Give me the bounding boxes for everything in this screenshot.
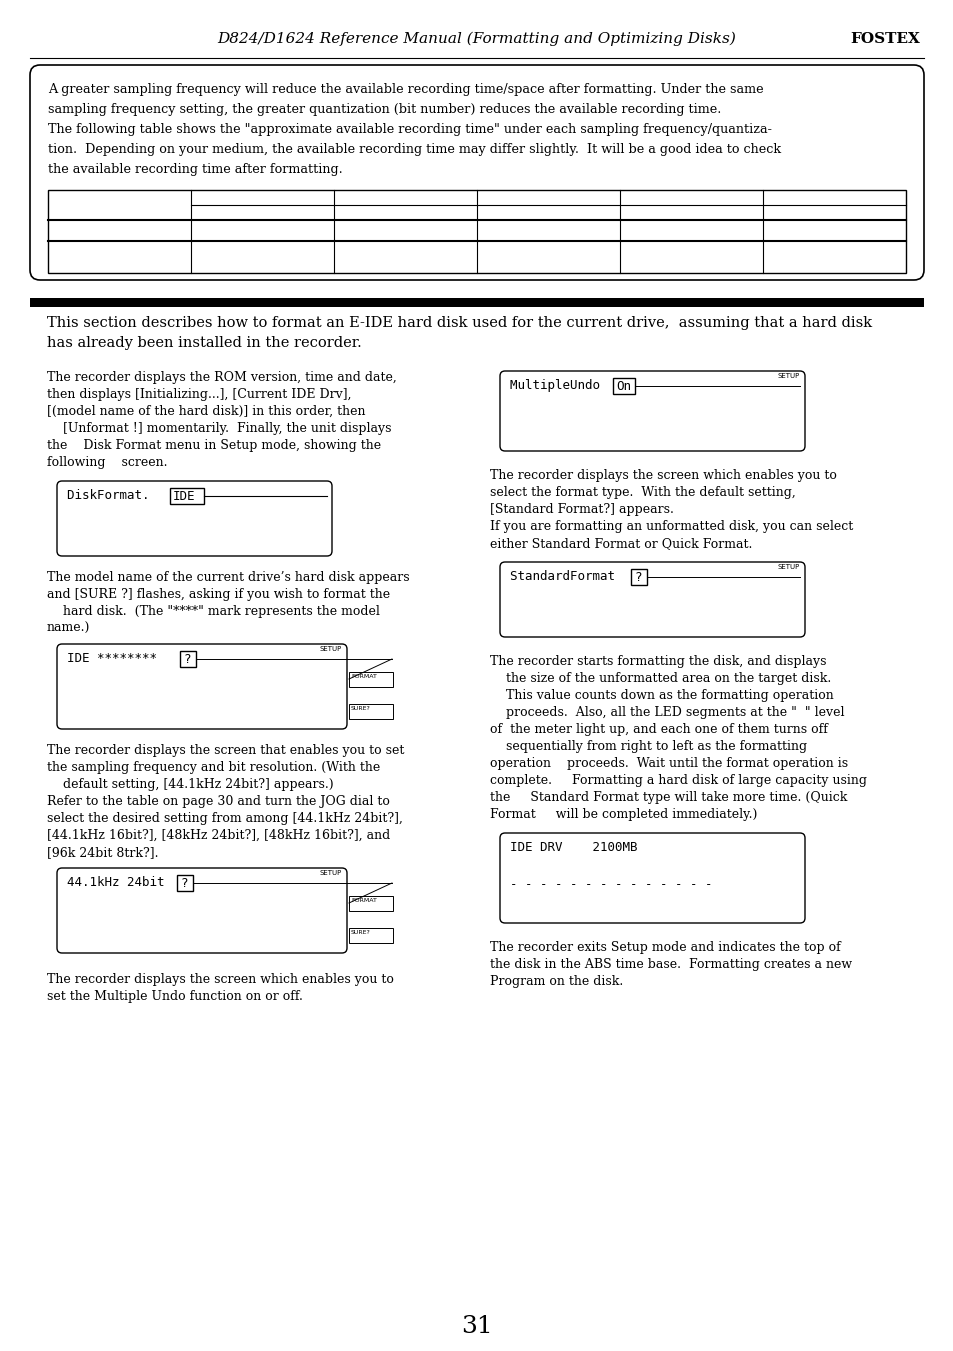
Bar bbox=[349, 704, 393, 719]
Text: select the desired setting from among [44.1kHz 24bit?],: select the desired setting from among [4… bbox=[47, 812, 402, 825]
Text: the size of the unformatted area on the target disk.: the size of the unformatted area on the … bbox=[490, 671, 830, 685]
Text: The recorder displays the ROM version, time and date,: The recorder displays the ROM version, t… bbox=[47, 372, 396, 384]
Text: The recorder starts formatting the disk, and displays: The recorder starts formatting the disk,… bbox=[490, 655, 825, 667]
Text: Program on the disk.: Program on the disk. bbox=[490, 975, 622, 988]
Text: 31: 31 bbox=[460, 1315, 493, 1337]
Text: Format     will be completed immediately.): Format will be completed immediately.) bbox=[490, 808, 757, 821]
FancyBboxPatch shape bbox=[499, 562, 804, 638]
Text: - - - - - - - - - - - - - -: - - - - - - - - - - - - - - bbox=[510, 878, 712, 892]
Text: ?: ? bbox=[183, 653, 191, 666]
Bar bbox=[48, 190, 905, 273]
Text: The recorder displays the screen that enables you to set: The recorder displays the screen that en… bbox=[47, 744, 404, 757]
Bar bbox=[177, 875, 193, 892]
Text: The recorder displays the screen which enables you to: The recorder displays the screen which e… bbox=[47, 973, 394, 986]
Bar bbox=[170, 488, 204, 504]
Text: [96k 24bit 8trk?].: [96k 24bit 8trk?]. bbox=[47, 846, 158, 859]
Bar bbox=[349, 928, 393, 943]
Text: The model name of the current drive’s hard disk appears: The model name of the current drive’s ha… bbox=[47, 571, 409, 584]
Text: FOSTEX: FOSTEX bbox=[849, 32, 919, 46]
Text: SURE?: SURE? bbox=[351, 929, 371, 935]
Text: SURE?: SURE? bbox=[351, 707, 371, 711]
Bar bbox=[349, 896, 393, 911]
Text: either Standard Format or Quick Format.: either Standard Format or Quick Format. bbox=[490, 536, 752, 550]
Text: hard disk.  (The "****" mark represents the model: hard disk. (The "****" mark represents t… bbox=[47, 605, 379, 617]
FancyBboxPatch shape bbox=[57, 481, 332, 557]
FancyBboxPatch shape bbox=[57, 867, 347, 952]
Text: The recorder exits Setup mode and indicates the top of: The recorder exits Setup mode and indica… bbox=[490, 942, 840, 954]
FancyBboxPatch shape bbox=[499, 372, 804, 451]
Text: operation    proceeds.  Wait until the format operation is: operation proceeds. Wait until the forma… bbox=[490, 757, 847, 770]
Text: the    Disk Format menu in Setup mode, showing the: the Disk Format menu in Setup mode, show… bbox=[47, 439, 381, 453]
Text: IDE: IDE bbox=[172, 490, 195, 503]
Text: and [SURE ?] flashes, asking if you wish to format the: and [SURE ?] flashes, asking if you wish… bbox=[47, 588, 390, 601]
Text: The recorder displays the screen which enables you to: The recorder displays the screen which e… bbox=[490, 469, 836, 482]
Text: select the format type.  With the default setting,: select the format type. With the default… bbox=[490, 486, 795, 499]
Text: then displays [Initializing...], [Current IDE Drv],: then displays [Initializing...], [Curren… bbox=[47, 388, 351, 401]
Text: If you are formatting an unformatted disk, you can select: If you are formatting an unformatted dis… bbox=[490, 520, 852, 534]
Text: the disk in the ABS time base.  Formatting creates a new: the disk in the ABS time base. Formattin… bbox=[490, 958, 851, 971]
Text: [Unformat !] momentarily.  Finally, the unit displays: [Unformat !] momentarily. Finally, the u… bbox=[47, 422, 391, 435]
Text: Refer to the table on page 30 and turn the JOG dial to: Refer to the table on page 30 and turn t… bbox=[47, 794, 390, 808]
Text: StandardFormat: StandardFormat bbox=[510, 570, 622, 584]
Bar bbox=[630, 569, 646, 585]
Text: DiskFormat.: DiskFormat. bbox=[67, 489, 164, 503]
Text: SETUP: SETUP bbox=[319, 870, 341, 875]
Text: SETUP: SETUP bbox=[777, 563, 800, 570]
Text: The following table shows the "approximate available recording time" under each : The following table shows the "approxima… bbox=[48, 123, 771, 136]
Text: following    screen.: following screen. bbox=[47, 457, 168, 469]
Text: IDE ********: IDE ******** bbox=[67, 653, 172, 665]
Text: [44.1kHz 16bit?], [48kHz 24bit?], [48kHz 16bit?], and: [44.1kHz 16bit?], [48kHz 24bit?], [48kHz… bbox=[47, 830, 390, 842]
FancyBboxPatch shape bbox=[57, 644, 347, 730]
Text: tion.  Depending on your medium, the available recording time may differ slightl: tion. Depending on your medium, the avai… bbox=[48, 143, 781, 155]
Text: SETUP: SETUP bbox=[319, 646, 341, 653]
Text: MultipleUndo: MultipleUndo bbox=[510, 380, 607, 392]
Text: SETUP: SETUP bbox=[777, 373, 800, 380]
Text: IDE DRV    2100MB: IDE DRV 2100MB bbox=[510, 842, 637, 854]
Text: [Standard Format?] appears.: [Standard Format?] appears. bbox=[490, 503, 673, 516]
Text: ?: ? bbox=[634, 571, 640, 584]
Text: the sampling frequency and bit resolution. (With the: the sampling frequency and bit resolutio… bbox=[47, 761, 380, 774]
Text: name.): name.) bbox=[47, 621, 91, 635]
Text: On: On bbox=[616, 380, 630, 393]
Text: A greater sampling frequency will reduce the available recording time/space afte: A greater sampling frequency will reduce… bbox=[48, 82, 762, 96]
Text: ?: ? bbox=[180, 877, 188, 890]
Text: FORMAT: FORMAT bbox=[351, 674, 376, 680]
Text: set the Multiple Undo function on or off.: set the Multiple Undo function on or off… bbox=[47, 990, 302, 1002]
Text: of  the meter light up, and each one of them turns off: of the meter light up, and each one of t… bbox=[490, 723, 827, 736]
Bar bbox=[613, 378, 635, 394]
Text: D824/D1624 Reference Manual (Formatting and Optimizing Disks): D824/D1624 Reference Manual (Formatting … bbox=[217, 32, 736, 46]
Text: This section describes how to format an E-IDE hard disk used for the current dri: This section describes how to format an … bbox=[47, 316, 871, 330]
Bar bbox=[180, 651, 195, 667]
Text: 44.1kHz 24bit: 44.1kHz 24bit bbox=[67, 875, 164, 889]
Bar bbox=[349, 671, 393, 688]
FancyBboxPatch shape bbox=[499, 834, 804, 923]
Bar bbox=[30, 299, 923, 307]
Text: has already been installed in the recorder.: has already been installed in the record… bbox=[47, 336, 361, 350]
Text: the     Standard Format type will take more time. (Quick: the Standard Format type will take more … bbox=[490, 790, 846, 804]
Text: sampling frequency setting, the greater quantization (bit number) reduces the av: sampling frequency setting, the greater … bbox=[48, 103, 720, 116]
Text: This value counts down as the formatting operation: This value counts down as the formatting… bbox=[490, 689, 833, 703]
FancyBboxPatch shape bbox=[30, 65, 923, 280]
Text: FORMAT: FORMAT bbox=[351, 898, 376, 902]
Text: proceeds.  Also, all the LED segments at the "  " level: proceeds. Also, all the LED segments at … bbox=[490, 707, 843, 719]
Text: [(model name of the hard disk)] in this order, then: [(model name of the hard disk)] in this … bbox=[47, 405, 365, 417]
Text: sequentially from right to left as the formatting: sequentially from right to left as the f… bbox=[490, 740, 806, 753]
Text: the available recording time after formatting.: the available recording time after forma… bbox=[48, 163, 342, 176]
Text: default setting, [44.1kHz 24bit?] appears.): default setting, [44.1kHz 24bit?] appear… bbox=[47, 778, 334, 790]
Text: complete.     Formatting a hard disk of large capacity using: complete. Formatting a hard disk of larg… bbox=[490, 774, 866, 788]
